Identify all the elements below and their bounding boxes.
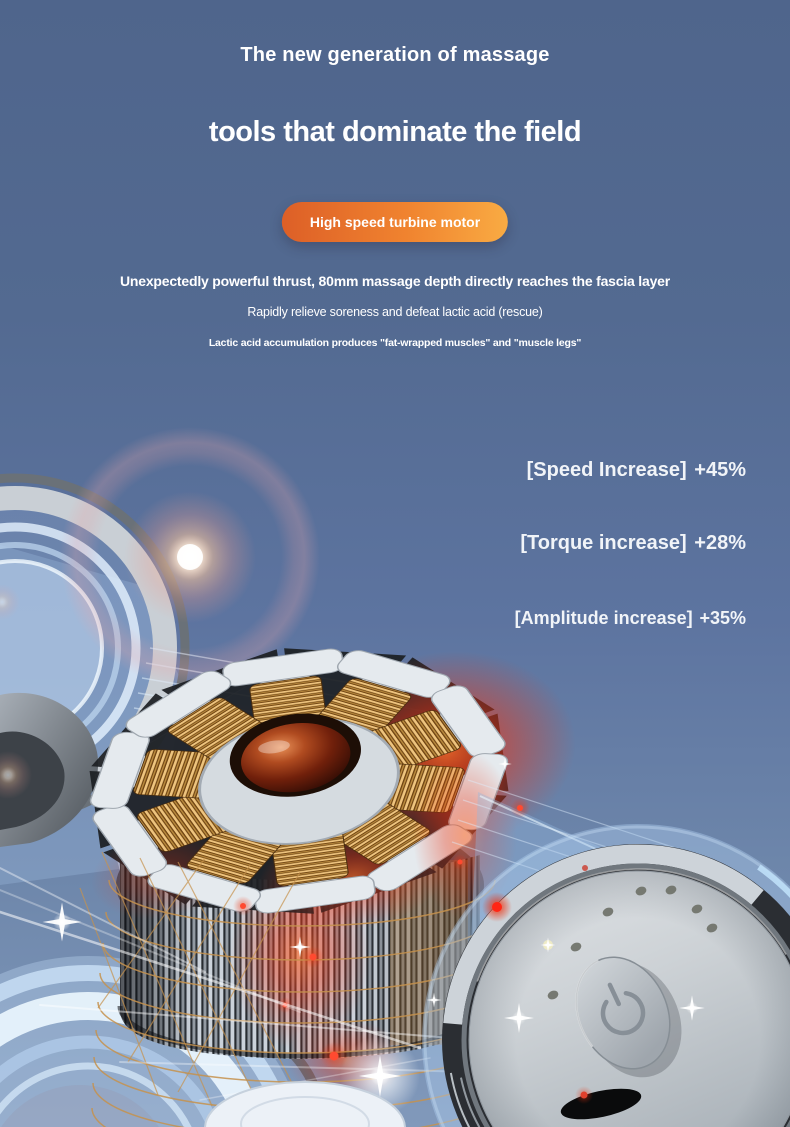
- housing-arch: [0, 956, 300, 1127]
- led-red: [482, 865, 593, 1104]
- indicator-dots: [547, 885, 718, 1000]
- sparkles: [42, 757, 705, 1097]
- bottom-attachment: [204, 1081, 406, 1127]
- desc-line-2: Rapidly relieve soreness and defeat lact…: [247, 305, 543, 319]
- motor-stator: [89, 648, 576, 931]
- stat-label: [Speed Increase]: [526, 459, 687, 481]
- stat-label: [Amplitude increase]: [514, 608, 693, 628]
- feature-badge: High speed turbine motor: [281, 202, 509, 242]
- badge-label: High speed turbine motor: [309, 214, 481, 230]
- stat-value: +28%: [694, 532, 746, 554]
- stat-torque-increase: [Torque increase] +28%: [520, 532, 746, 555]
- desc-line-3: Lactic acid accumulation produces "fat-w…: [208, 337, 582, 349]
- power-icon: [600, 982, 646, 1036]
- power-button[interactable]: [559, 938, 700, 1095]
- headline-line1: The new generation of massage: [240, 44, 550, 66]
- stat-value: +35%: [699, 608, 746, 628]
- stat-label: [Torque increase]: [520, 532, 687, 554]
- rotor-core: [241, 723, 351, 793]
- headline-line2: tools that dominate the field: [208, 116, 582, 148]
- stat-speed-increase: [Speed Increase] +45%: [527, 459, 746, 482]
- desc-line-1: Unexpectedly powerful thrust, 80mm massa…: [119, 273, 671, 289]
- stat-value: +45%: [694, 459, 746, 481]
- wire-cage-weave: [79, 851, 311, 1119]
- red-spill: [413, 750, 517, 920]
- housing-clamp: [0, 692, 99, 847]
- housing-piece-highlight: [479, 795, 599, 851]
- red-sparkles: [233, 798, 530, 1070]
- stat-amplitude-increase: [Amplitude increase] +35%: [515, 608, 746, 629]
- lens-flare: [0, 427, 320, 799]
